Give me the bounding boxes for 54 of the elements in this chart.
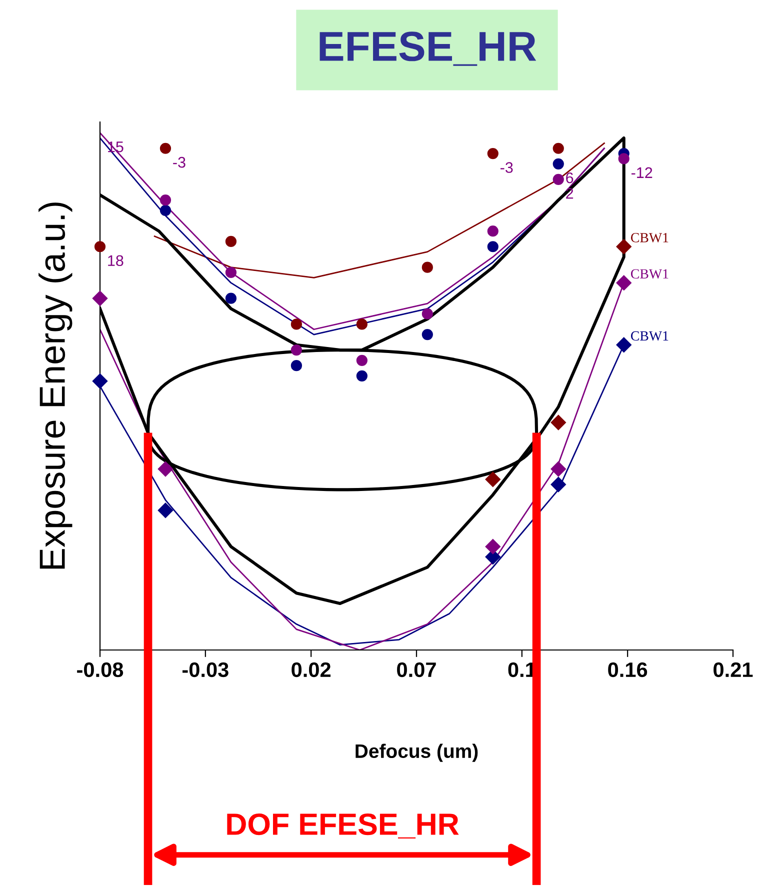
point: [356, 370, 368, 382]
x-tick-label: 0.16: [608, 662, 648, 678]
annotation: -3: [500, 162, 513, 173]
chart-title: EFESE_HR: [320, 32, 536, 66]
point: [422, 262, 433, 273]
annotation: -3: [173, 156, 186, 168]
point: [616, 275, 632, 290]
x-tick-label: 0.07: [397, 662, 436, 678]
point: [290, 360, 302, 372]
point: [487, 148, 498, 160]
point: [550, 461, 566, 477]
x-tick-label: 0.21: [714, 662, 753, 678]
point: [485, 472, 500, 487]
x-axis-title: Defocus (um): [356, 744, 478, 762]
point: [290, 318, 302, 330]
text: DOF EFESE_HR: [227, 813, 459, 839]
annotation: -12: [631, 167, 652, 178]
point: [160, 204, 172, 216]
x-tick-label: -0.08: [77, 662, 124, 678]
annotation: 2: [566, 188, 574, 199]
series-label: CBW1: [630, 233, 668, 242]
point: [92, 290, 108, 306]
x-tick-label: 0.02: [292, 662, 331, 678]
point: [158, 461, 174, 477]
point: [225, 292, 237, 304]
point: [485, 539, 500, 554]
point: [422, 308, 433, 320]
annotation: 6: [566, 172, 574, 184]
point: [616, 337, 632, 352]
point: [487, 226, 498, 237]
point: [92, 374, 108, 389]
point: [487, 241, 498, 252]
x-tick-label: -0.03: [182, 662, 228, 678]
point: [422, 328, 433, 340]
point: [552, 174, 564, 185]
point: [616, 239, 632, 254]
point: [290, 344, 302, 356]
point: [94, 241, 106, 252]
point: [618, 153, 630, 164]
point: [550, 414, 566, 430]
series-label: CBW1: [630, 331, 668, 341]
point: [225, 266, 237, 278]
point: [356, 318, 368, 330]
point: [356, 354, 368, 366]
point: [158, 502, 174, 518]
point: [160, 142, 172, 154]
point: [225, 236, 237, 248]
annotation: 18: [108, 255, 124, 266]
y-axis-title: Exposure Energy (a.u.): [38, 202, 72, 569]
series-label: CBW1: [630, 269, 668, 279]
point: [550, 476, 566, 492]
point: [552, 158, 564, 170]
point: [552, 142, 564, 154]
point: [160, 194, 172, 206]
